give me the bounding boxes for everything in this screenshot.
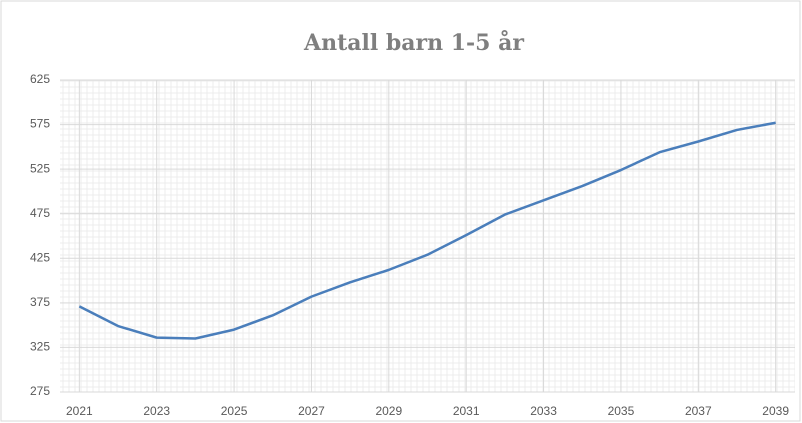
x-tick-label: 2035	[608, 404, 635, 418]
chart-title: Antall barn 1-5 år	[303, 30, 524, 56]
x-tick-label: 2033	[530, 404, 557, 418]
data-line	[78, 121, 776, 340]
y-tick-label: 375	[30, 295, 50, 309]
x-tick-label: 2029	[375, 404, 402, 418]
x-tick-label: 2027	[298, 404, 325, 418]
y-tick-label: 275	[30, 384, 50, 398]
y-tick-label: 475	[30, 206, 50, 220]
x-tick-label: 2023	[143, 404, 170, 418]
x-tick-label: 2031	[453, 404, 480, 418]
y-tick-label: 325	[30, 340, 50, 354]
plot-area	[60, 80, 795, 392]
x-tick-label: 2039	[762, 404, 789, 418]
y-tick-label: 575	[30, 117, 50, 131]
x-tick-label: 2025	[221, 404, 248, 418]
y-tick-label: 525	[30, 161, 50, 175]
x-tick-label: 2021	[66, 404, 93, 418]
x-tick-label: 2037	[685, 404, 712, 418]
y-tick-label: 425	[30, 250, 50, 264]
y-tick-label: 625	[30, 72, 50, 86]
